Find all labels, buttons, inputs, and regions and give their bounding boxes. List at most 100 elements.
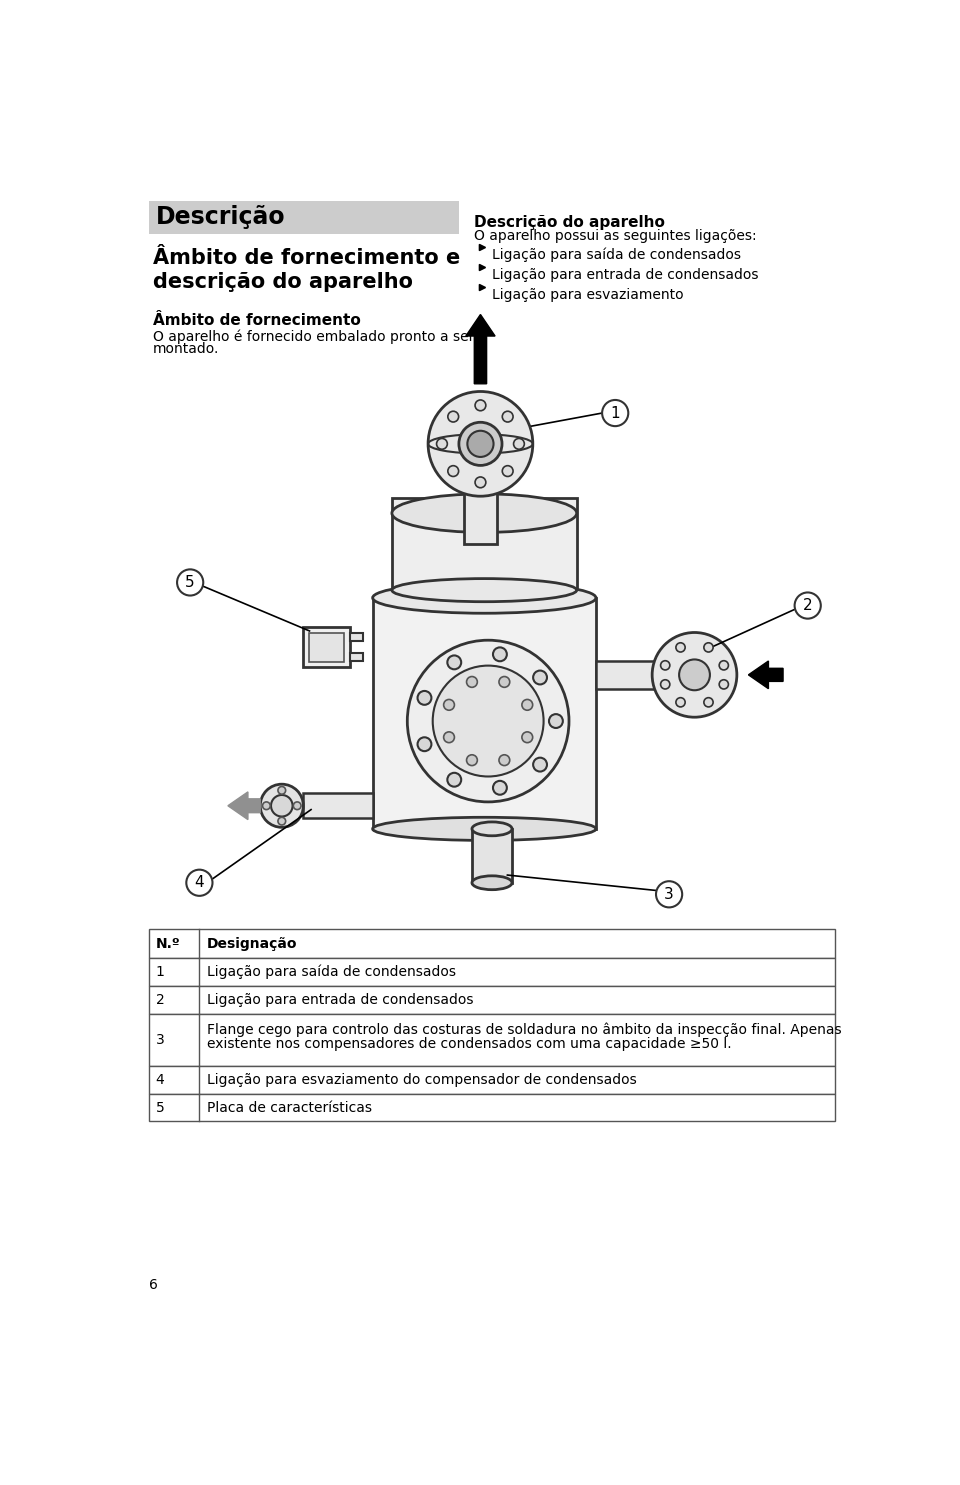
- Bar: [472, 829, 512, 882]
- Circle shape: [704, 698, 713, 707]
- Polygon shape: [479, 264, 486, 270]
- Circle shape: [499, 754, 510, 766]
- Ellipse shape: [392, 579, 577, 601]
- Text: O aparelho é fornecido embalado pronto a ser: O aparelho é fornecido embalado pronto a…: [154, 330, 474, 345]
- Circle shape: [514, 438, 524, 450]
- Text: Ligação para saída de condensados: Ligação para saída de condensados: [207, 965, 456, 979]
- Ellipse shape: [472, 876, 512, 890]
- FancyArrow shape: [228, 792, 260, 820]
- Circle shape: [294, 802, 301, 809]
- Bar: [349, 633, 364, 642]
- Text: 5: 5: [185, 575, 195, 590]
- Text: Ligação para saída de condensados: Ligação para saída de condensados: [492, 248, 741, 261]
- Circle shape: [652, 633, 737, 717]
- Text: O aparelho possui as seguintes ligações:: O aparelho possui as seguintes ligações:: [474, 229, 756, 244]
- Text: Designação: Designação: [207, 937, 298, 950]
- Circle shape: [407, 640, 569, 802]
- Circle shape: [502, 411, 513, 422]
- Text: Ligação para esvaziamento do compensador de condensados: Ligação para esvaziamento do compensador…: [207, 1072, 636, 1087]
- Circle shape: [493, 647, 507, 661]
- Circle shape: [444, 732, 454, 742]
- Polygon shape: [479, 285, 486, 291]
- Circle shape: [447, 772, 461, 787]
- Circle shape: [186, 870, 212, 895]
- Circle shape: [679, 659, 709, 691]
- Bar: [150, 986, 834, 1014]
- Text: Ligação para entrada de condensados: Ligação para entrada de condensados: [492, 267, 758, 282]
- Text: 2: 2: [156, 993, 164, 1007]
- Bar: [372, 598, 596, 829]
- Circle shape: [602, 399, 628, 426]
- Circle shape: [177, 569, 204, 595]
- Text: Descrição do aparelho: Descrição do aparelho: [474, 215, 665, 230]
- FancyArrow shape: [749, 661, 783, 689]
- Circle shape: [262, 802, 271, 809]
- Circle shape: [719, 661, 729, 670]
- Text: Descrição: Descrição: [156, 205, 285, 230]
- Circle shape: [260, 784, 303, 827]
- Bar: [150, 1066, 834, 1094]
- Ellipse shape: [372, 817, 596, 841]
- Circle shape: [447, 466, 459, 477]
- Bar: [150, 1094, 834, 1121]
- Bar: [464, 486, 497, 544]
- Circle shape: [475, 399, 486, 411]
- Bar: [309, 633, 345, 662]
- Text: 5: 5: [156, 1100, 164, 1115]
- Circle shape: [468, 431, 493, 457]
- Text: Flange cego para controlo das costuras de soldadura no âmbito da inspecção final: Flange cego para controlo das costuras d…: [207, 1023, 842, 1038]
- Ellipse shape: [392, 495, 577, 533]
- Circle shape: [447, 655, 461, 670]
- Circle shape: [278, 787, 286, 794]
- Bar: [349, 653, 364, 661]
- Circle shape: [549, 714, 563, 728]
- Text: Placa de características: Placa de características: [207, 1100, 372, 1115]
- Circle shape: [522, 699, 533, 710]
- Text: existente nos compensadores de condensados com uma capacidade ≥50 l.: existente nos compensadores de condensad…: [207, 1037, 732, 1051]
- Circle shape: [502, 466, 513, 477]
- Circle shape: [418, 737, 431, 751]
- Circle shape: [447, 411, 459, 422]
- Bar: [150, 930, 834, 958]
- Text: Ligação para esvaziamento: Ligação para esvaziamento: [492, 288, 684, 301]
- Circle shape: [660, 661, 670, 670]
- Bar: [150, 1014, 834, 1066]
- Text: 6: 6: [150, 1279, 158, 1292]
- Circle shape: [278, 817, 286, 826]
- FancyArrow shape: [466, 315, 495, 383]
- Text: 4: 4: [195, 875, 204, 890]
- Bar: [150, 202, 459, 233]
- Text: Âmbito de fornecimento e: Âmbito de fornecimento e: [154, 248, 461, 267]
- Circle shape: [444, 699, 454, 710]
- Circle shape: [676, 643, 685, 652]
- Bar: [392, 497, 577, 590]
- Circle shape: [433, 665, 543, 777]
- Text: 2: 2: [803, 598, 812, 613]
- Circle shape: [719, 680, 729, 689]
- Circle shape: [467, 677, 477, 688]
- Ellipse shape: [472, 821, 512, 836]
- Circle shape: [418, 691, 431, 705]
- Circle shape: [437, 438, 447, 450]
- Circle shape: [475, 477, 486, 487]
- Circle shape: [533, 757, 547, 772]
- Circle shape: [459, 422, 502, 465]
- Circle shape: [533, 671, 547, 685]
- Circle shape: [704, 643, 713, 652]
- Text: N.º: N.º: [156, 937, 180, 950]
- Circle shape: [795, 593, 821, 619]
- Text: Ligação para entrada de condensados: Ligação para entrada de condensados: [207, 993, 473, 1007]
- Text: 1: 1: [156, 965, 164, 979]
- Bar: [303, 793, 372, 818]
- Text: 4: 4: [156, 1072, 164, 1087]
- Ellipse shape: [464, 481, 497, 492]
- Text: 3: 3: [156, 1034, 164, 1047]
- Circle shape: [428, 392, 533, 496]
- Circle shape: [656, 881, 683, 907]
- Circle shape: [271, 794, 293, 817]
- Text: 3: 3: [664, 887, 674, 901]
- Bar: [596, 661, 658, 689]
- Bar: [303, 627, 349, 667]
- Circle shape: [676, 698, 685, 707]
- Bar: [150, 958, 834, 986]
